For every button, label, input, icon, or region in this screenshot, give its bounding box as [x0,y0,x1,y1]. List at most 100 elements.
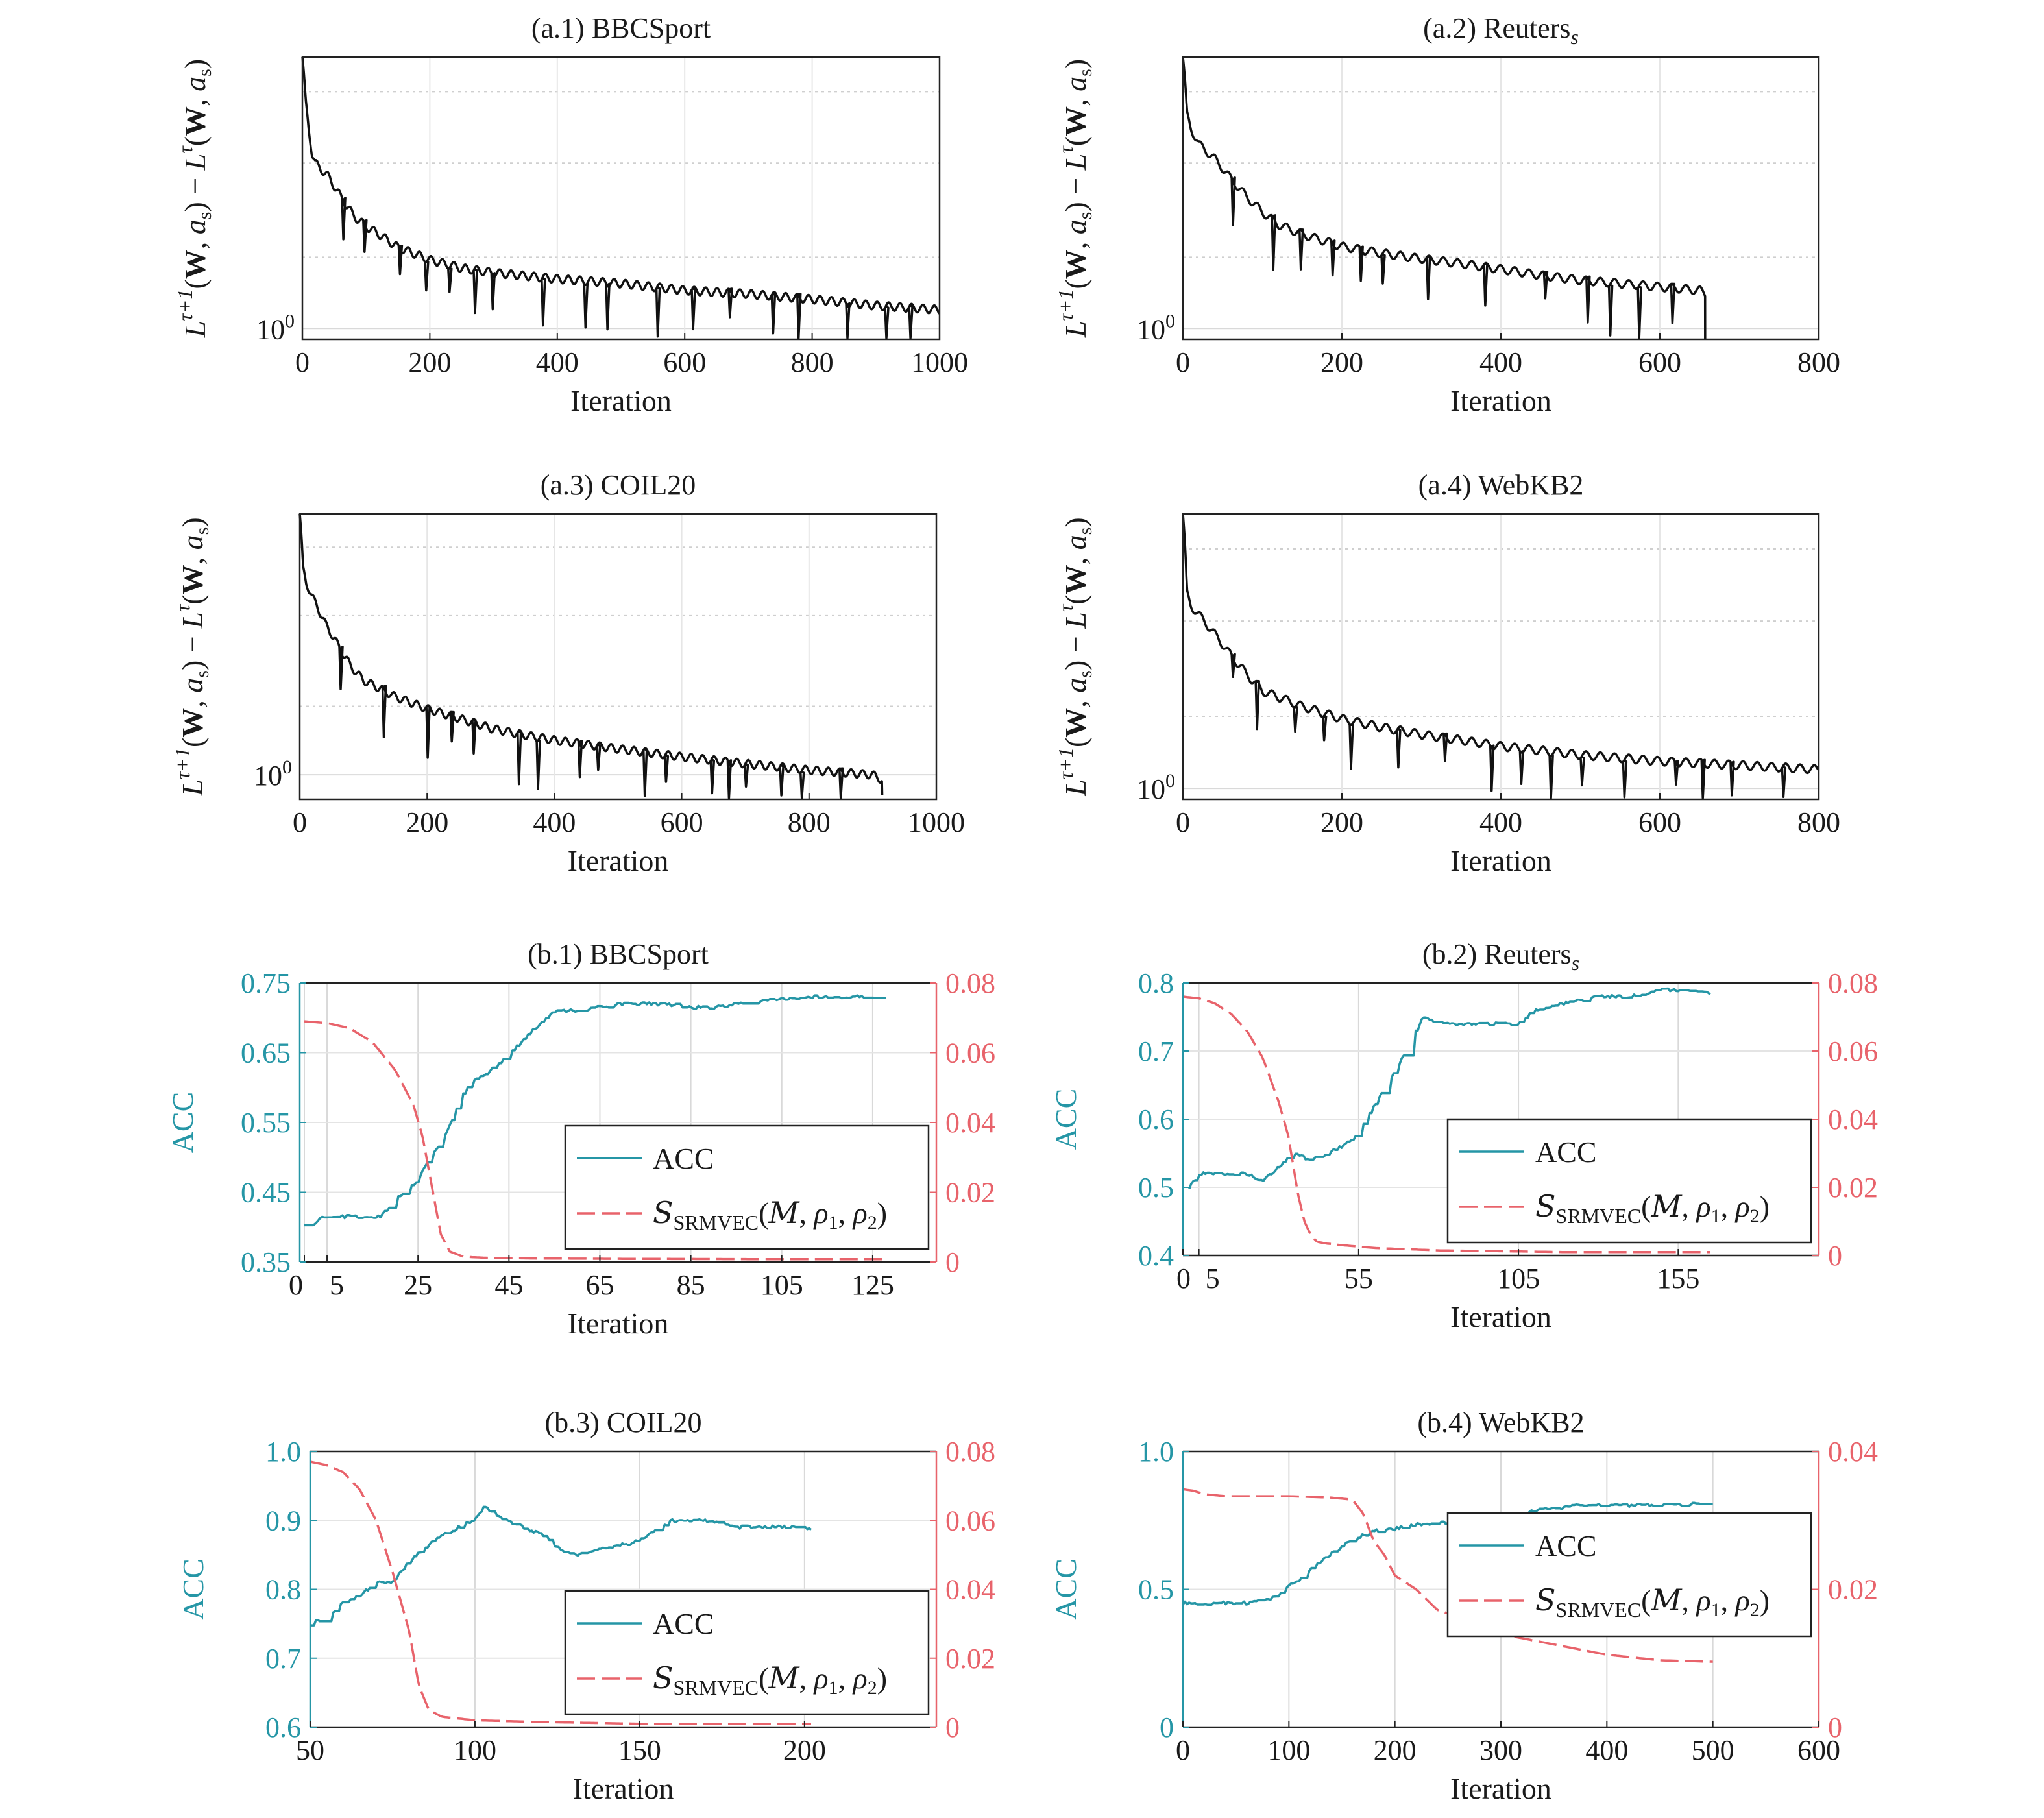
x-tick-label: 100 [454,1734,496,1766]
x-tick-label: 200 [1374,1734,1417,1766]
x-axis-label: Iteration [568,844,669,877]
x-tick-label: 600 [663,346,706,378]
y2-tick-label: 0.08 [945,1436,995,1468]
y2-tick-label: 0 [945,1712,960,1743]
legend-box [1446,1118,1812,1244]
x-tick-label: 600 [1638,806,1681,838]
y2-tick-label: 0.04 [1828,1104,1878,1135]
y-tick-label: 0.9 [265,1505,301,1536]
chart-title: (a.4) WebKB2 [1418,469,1584,501]
chart-title: (b.2) Reuterss [1422,938,1579,975]
x-tick-label: 800 [788,806,831,838]
chart-title: (a.2) Reuterss [1423,12,1579,49]
chart-a1: 0 200 400 600 800 1000 100 Iteration (a.1) BBCSp… [173,12,968,417]
y-tick-label: 0.4 [1138,1240,1174,1272]
y-tick-label: 100 [1137,770,1175,805]
y-tick-label: 100 [256,310,295,345]
y-tick-label: 0.8 [265,1574,301,1606]
x-axis-label: Iteration [1450,844,1551,877]
y-axis-label: Lτ+1(W, as) − Lτ(W, as) [1054,517,1096,796]
x-axis-label: Iteration [1450,1772,1551,1805]
legend: ACC SSRMVEC(M, ρ1, ρ2) [1446,1512,1812,1638]
y2-tick-label: 0.08 [1828,967,1878,999]
x-tick-label: 100 [1267,1734,1310,1766]
x-tick-label: 1000 [911,346,968,378]
x-tick-label: 600 [661,806,703,838]
loss-series-line [1182,56,1707,340]
legend: ACC SSRMVEC(M, ρ1, ρ2) [1446,1118,1812,1244]
plot-frame [301,56,941,341]
x-tick-label: 1000 [908,806,965,838]
x-tick-label: 0 [1176,1263,1191,1294]
chart-b1: 0 5 25 45 65 85 105 1250.750.650.550.450.350.08… [166,938,995,1340]
y2-tick-label: 0.06 [945,1037,995,1069]
x-tick-label: 800 [1797,346,1840,378]
y-tick-label: 0.7 [1138,1036,1174,1067]
x-tick-label: 150 [618,1734,661,1766]
x-tick-label: 200 [1320,806,1363,838]
x-tick-label: 200 [406,806,448,838]
y-axis-label: Lτ+1(W, as) − Lτ(W, as) [1054,59,1096,338]
chart-a4: 0 200 400 600 800 100 Iteration (a.4) WebKB2 Lτ+… [1054,469,1840,877]
x-tick-label: 800 [791,346,834,378]
chart-b4: 0 100 200 300 400 500 600 1.0 0.5 0 0.04 0.02 0 Itera… [1049,1407,1878,1805]
legend-srm-label: SSRMVEC(M, ρ1, ρ2) [1535,1582,1770,1621]
srm-series-line [310,1460,811,1725]
x-tick-label: 200 [1320,346,1363,378]
x-axis-label: Iteration [1450,1300,1551,1333]
x-tick-label: 400 [1479,806,1522,838]
legend-box [1446,1512,1812,1638]
x-tick-label: 105 [1497,1263,1540,1294]
x-tick-label: 300 [1479,1734,1522,1766]
x-axis-label: Iteration [573,1772,674,1805]
y2-tick-label: 0.04 [1828,1436,1878,1468]
legend-box [564,1124,930,1250]
y2-tick-label: 0 [1828,1712,1842,1743]
y2-tick-label: 0 [945,1246,960,1278]
y2-tick-label: 0.08 [945,967,995,999]
y-tick-label: 0.35 [241,1246,291,1278]
loss-series-line [301,56,941,339]
srm-series-line [304,1020,886,1261]
acc-series-line [304,994,886,1227]
chart-title: (a.1) BBCSport [531,12,711,44]
x-tick-label: 0 [1176,1734,1190,1766]
x-tick-label: 105 [760,1269,803,1301]
x-axis-label: Iteration [570,384,672,417]
y2-tick-label: 0.02 [945,1177,995,1209]
y2-tick-label: 0.02 [1828,1574,1878,1606]
y-tick-label: 0.7 [265,1643,301,1675]
acc-series-line [1188,987,1711,1190]
x-axis-label: Iteration [568,1307,669,1340]
y-axis-label: ACC [1049,1089,1082,1150]
y2-tick-label: 0.02 [945,1643,995,1675]
legend-box [564,1590,930,1715]
y2-tick-label: 0.06 [1828,1036,1878,1067]
y-axis-label: ACC [176,1558,210,1620]
y-tick-label: 0.45 [241,1177,291,1209]
y-tick-label: 100 [1137,310,1175,345]
chart-b3: 50 100 150 200 1.0 0.9 0.8 0.7 0.6 0.08 0.06 0.04 0.… [176,1407,995,1805]
x-tick-label: 45 [494,1269,523,1301]
chart-title: (b.4) WebKB2 [1417,1407,1584,1438]
y-axis-label: Lτ+1(W, as) − Lτ(W, as) [173,59,215,338]
x-tick-label: 0 [293,806,307,838]
x-tick-label: 400 [1585,1734,1628,1766]
x-tick-label: 65 [585,1269,614,1301]
y2-tick-label: 0.02 [1828,1172,1878,1204]
legend-acc-label: ACC [653,1607,714,1640]
y2-tick-label: 0.06 [945,1505,995,1536]
chart-a2: 0 200 400 600 800 100 Iteration (a.2) Reuterss L… [1054,12,1840,417]
y-tick-label: 0 [1160,1712,1174,1743]
y-axis-label: Lτ+1(W, as) − Lτ(W, as) [171,517,213,796]
x-tick-label: 85 [677,1269,705,1301]
y-tick-label: 0.65 [241,1037,291,1069]
legend-acc-label: ACC [1535,1135,1597,1169]
x-tick-label: 200 [408,346,451,378]
x-tick-label: 0 [289,1269,303,1301]
x-tick-label: 155 [1657,1263,1699,1294]
y2-tick-label: 0.04 [945,1107,995,1139]
chart-a3: 0 200 400 600 800 1000 100 Iteration (a.3) COIL2… [171,469,965,877]
loss-series-line [1182,513,1819,799]
